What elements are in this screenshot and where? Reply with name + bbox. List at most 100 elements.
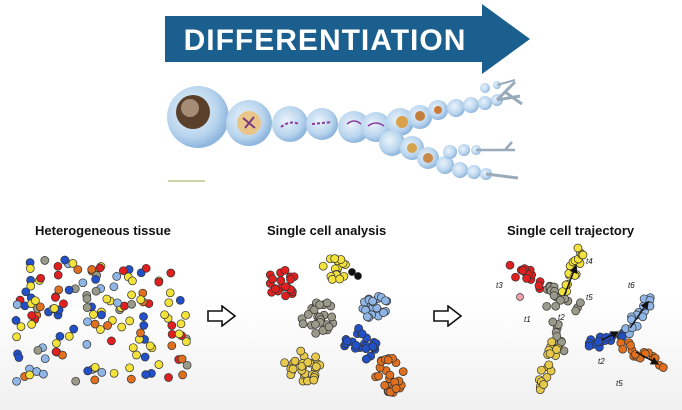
tissue-cell <box>167 321 177 330</box>
trajectory-time-label: t2 <box>598 357 605 366</box>
cluster-cell <box>330 254 340 263</box>
tissue-cell <box>141 370 151 379</box>
tissue-cell <box>97 368 107 377</box>
tissue-cell <box>127 290 136 300</box>
trajectory-cell <box>618 344 628 354</box>
trajectory-cell <box>534 281 544 290</box>
tissue-cell <box>68 259 78 268</box>
tissue-cell <box>132 350 141 360</box>
trajectory-cell <box>551 301 561 311</box>
trajectory-cell <box>556 295 565 305</box>
trajectory-time-label: t4 <box>586 257 593 266</box>
cluster-cell <box>280 265 290 275</box>
tissue-cell <box>35 302 45 312</box>
cluster-cell <box>324 322 334 332</box>
cluster-cell <box>276 276 286 285</box>
tissue-cell <box>127 299 136 309</box>
tissue-cell <box>52 338 61 348</box>
tissue-cell <box>154 360 164 369</box>
tissue-cell <box>50 304 59 313</box>
cluster-cell <box>362 312 372 322</box>
tissue-cell <box>53 270 63 280</box>
tissue-cell <box>139 312 148 321</box>
trajectory-time-label: t3 <box>496 281 503 290</box>
cluster-cell <box>322 298 332 308</box>
tissue-cell <box>109 282 119 292</box>
trajectory-time-label: t2 <box>558 313 565 322</box>
tissue-cell <box>103 321 112 330</box>
cluster-cell <box>309 375 319 385</box>
cluster-cell <box>379 308 388 317</box>
upper-lineage <box>386 79 523 136</box>
tissue-cell <box>89 310 98 319</box>
tissue-cell <box>145 341 155 351</box>
differentiation-arrow <box>165 4 530 74</box>
tissue-cell <box>141 263 151 273</box>
trajectory-time-label: t5 <box>586 293 593 302</box>
trajectory-cell <box>544 360 554 370</box>
cluster-cell <box>311 320 320 329</box>
tissue-cell <box>174 329 184 339</box>
trajectory-cell <box>547 337 557 347</box>
heterogeneous-tissue-panel <box>11 255 192 386</box>
panel-title-heterogeneous-tissue: Heterogeneous tissue <box>35 223 171 238</box>
tissue-cell <box>55 331 65 341</box>
tissue-cell <box>182 337 191 347</box>
cluster-cell <box>296 346 306 356</box>
tissue-cell <box>177 354 187 364</box>
cluster-cell <box>271 284 280 294</box>
cluster-cell <box>281 291 290 301</box>
trajectory-cell <box>626 340 635 350</box>
differentiation-banner: DIFFERENTIATION <box>165 4 530 74</box>
trajectory-time-label: t6 <box>628 281 635 290</box>
tissue-cell <box>125 363 134 373</box>
tissue-cell <box>91 286 101 296</box>
tissue-cell <box>125 316 135 326</box>
tissue-cell <box>176 319 186 329</box>
trajectory-cell <box>511 272 520 282</box>
tissue-cell <box>82 294 92 304</box>
tissue-cell <box>109 368 119 378</box>
trajectory-cell <box>522 274 531 283</box>
cluster-cell <box>290 356 300 366</box>
cluster-cell <box>335 274 345 284</box>
tissue-cell <box>82 303 92 312</box>
panel-title-single-cell-analysis: Single cell analysis <box>267 223 387 238</box>
tissue-cell <box>167 341 177 351</box>
trajectory-cell <box>576 298 585 308</box>
cluster-cell <box>311 352 320 362</box>
tissue-cell <box>164 298 174 308</box>
cluster-cell <box>354 272 362 280</box>
tissue-cell <box>90 362 100 372</box>
cluster-cell <box>280 358 289 368</box>
tissue-cell <box>25 264 35 273</box>
tissue-cell <box>40 256 50 265</box>
cell-differentiation-illustration <box>167 79 523 182</box>
trajectory-arrow <box>563 264 578 297</box>
trajectory-cell <box>578 250 588 260</box>
trajectory-cell <box>518 266 528 275</box>
trajectory-cell <box>542 301 552 311</box>
tissue-cell <box>21 287 31 297</box>
tissue-cell <box>97 310 106 320</box>
tissue-cell <box>36 273 46 283</box>
panel-title-single-cell-trajectory: Single cell trajectory <box>507 223 635 238</box>
trajectory-arrow <box>629 300 649 329</box>
lower-lineage <box>379 130 519 180</box>
tissue-cell <box>26 281 36 291</box>
tissue-cell <box>90 375 100 385</box>
tissue-cell <box>136 328 145 338</box>
cluster-cell <box>315 300 325 310</box>
cluster-cell <box>348 268 356 276</box>
tissue-cell <box>27 320 36 329</box>
tissue-cell <box>113 298 122 308</box>
cluster-cell <box>383 355 393 365</box>
tissue-cell <box>128 343 138 353</box>
tissue-cell <box>25 370 35 380</box>
cluster-cell <box>374 371 383 381</box>
trajectory-arrow <box>635 351 660 365</box>
tissue-cell <box>182 360 192 370</box>
tissue-cell <box>90 319 100 329</box>
tissue-cell <box>16 322 26 331</box>
